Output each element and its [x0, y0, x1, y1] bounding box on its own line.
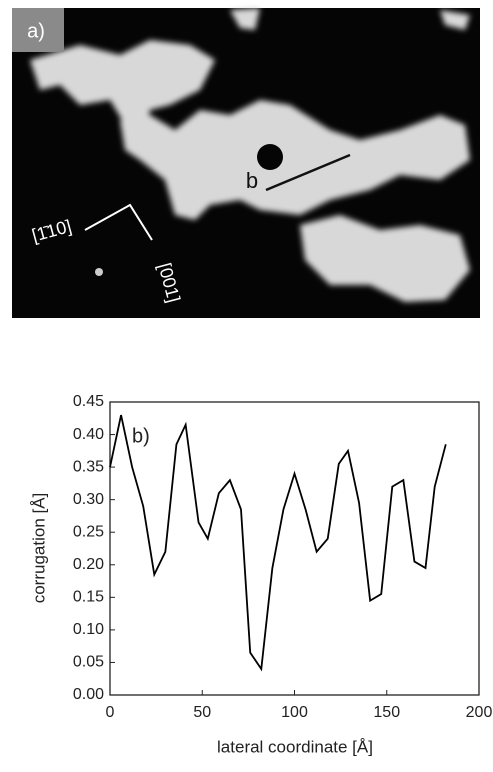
y-tick-label: 0.20 [73, 556, 104, 573]
x-axis-title: lateral coordinate [Å] [217, 737, 373, 756]
x-tick-label: 50 [193, 704, 211, 721]
y-tick-label: 0.05 [73, 654, 104, 671]
x-tick-label: 0 [106, 704, 115, 721]
chart: b) lateral coordinate [Å] corrugation [Å… [29, 401, 480, 756]
y-tick-label: 0.30 [73, 491, 104, 508]
x-tick-label: 150 [373, 704, 400, 721]
y-tick-label: 0.15 [73, 589, 104, 606]
profile-line [265, 153, 351, 192]
chart-annotation: b) [132, 425, 150, 447]
y-tick-label: 0.45 [73, 393, 104, 410]
line-label: b [246, 168, 258, 193]
y-tick-label: 0.35 [73, 458, 104, 475]
direction-axes [84, 203, 153, 241]
y-tick-label: 0.40 [73, 426, 104, 443]
y-tick-label: 0.00 [73, 686, 104, 703]
y-axis-title: corrugation [Å] [29, 493, 48, 604]
line [109, 414, 447, 672]
x-tick-label: 100 [281, 704, 308, 721]
y-tick-label: 0.25 [73, 523, 104, 540]
panel-label: a) [27, 20, 45, 42]
y-tick-label: 0.10 [73, 621, 104, 638]
stm-image: a) b [1̄10] [001] [12, 8, 480, 318]
x-tick-label: 200 [466, 704, 493, 721]
